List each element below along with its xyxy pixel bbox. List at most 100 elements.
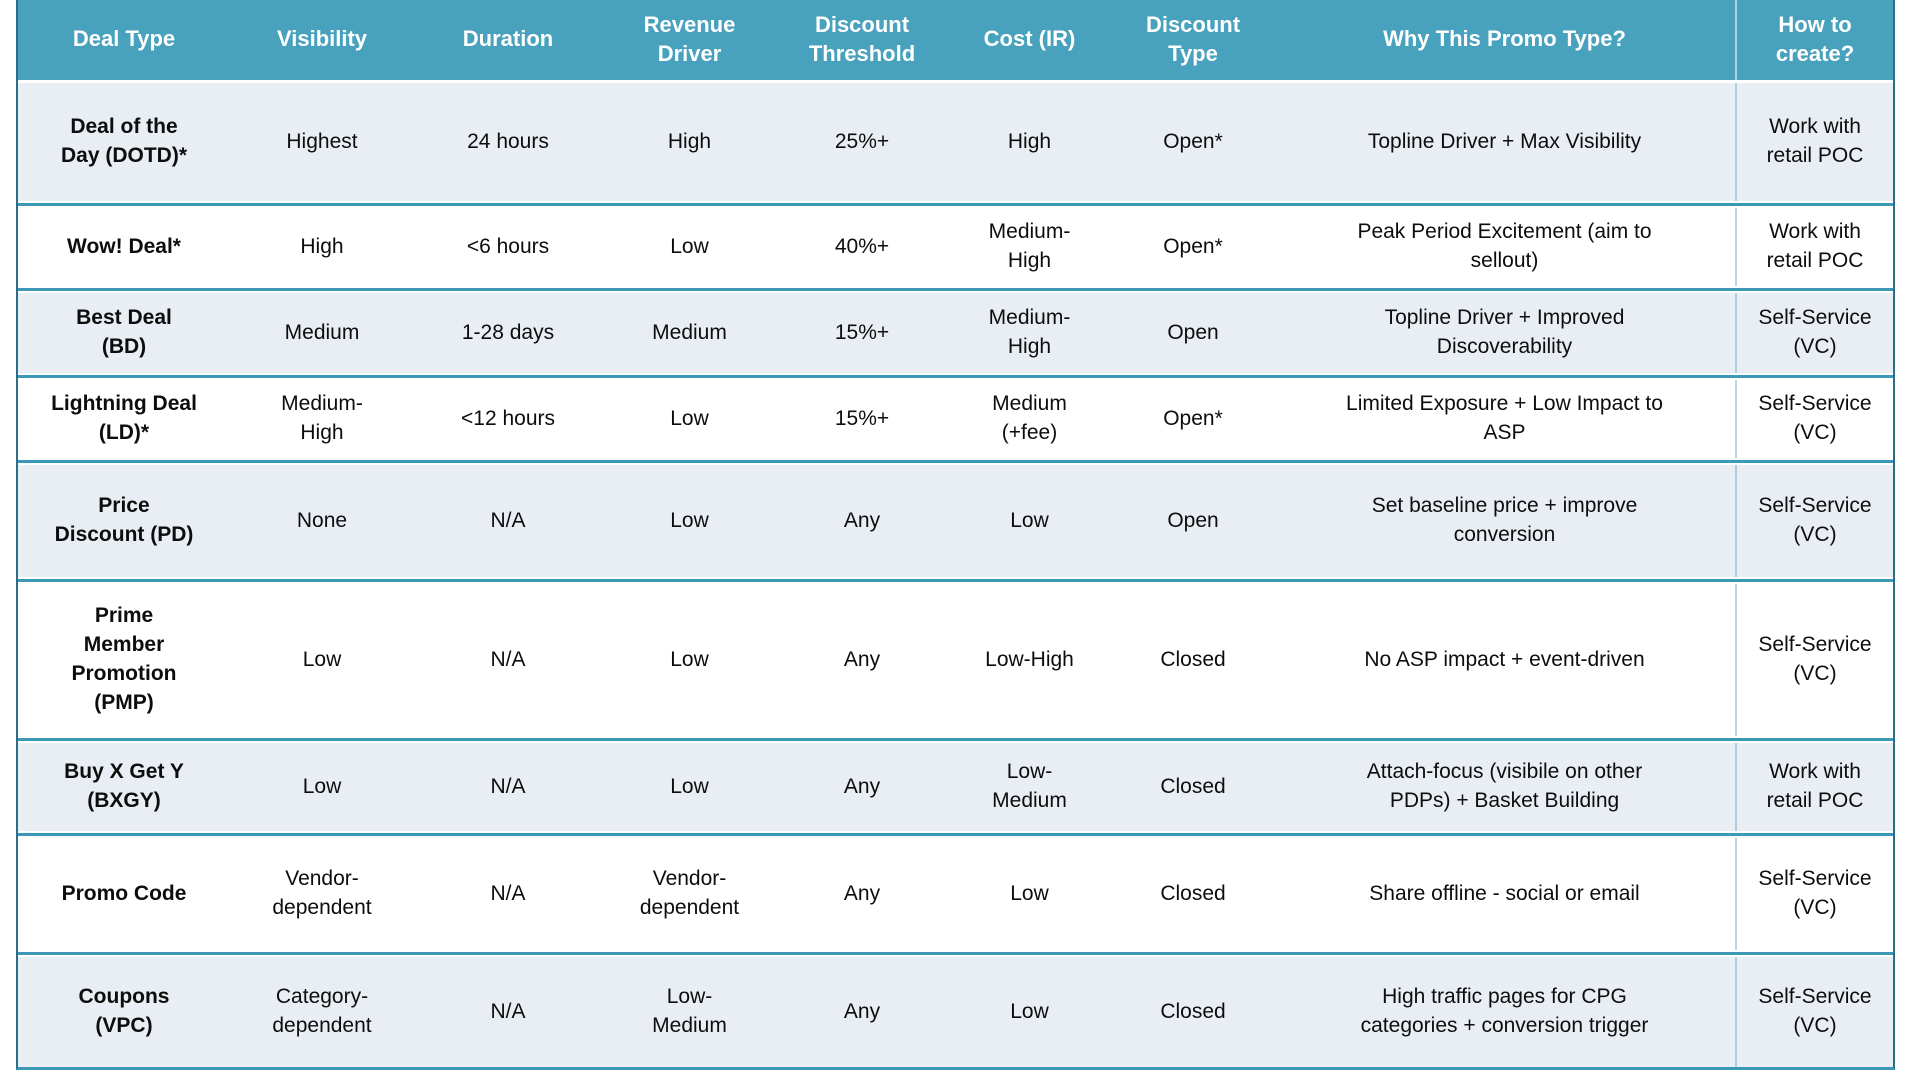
cell-why-this-promo-type: Share offline - social or email xyxy=(1369,881,1640,905)
cell-why-this-promo-type: High traffic pages for CPG categories + … xyxy=(1360,985,1649,1037)
cell-discount-type: Open* xyxy=(1163,234,1223,258)
cell-discount-threshold: 25%+ xyxy=(834,129,890,153)
row-divider xyxy=(18,579,1893,582)
cell-duration: 24 hours xyxy=(467,129,549,153)
cell-visibility: Low xyxy=(302,647,342,671)
cell-revenue-driver: Vendor- dependent xyxy=(639,867,740,919)
cell-duration: N/A xyxy=(490,999,526,1023)
column-header-deal-type: Deal Type xyxy=(72,26,176,52)
cell-how-to-create: Self-Service (VC) xyxy=(1735,293,1893,373)
row-divider xyxy=(18,738,1893,741)
column-header-cost-ir: Cost (IR) xyxy=(983,26,1076,52)
cell-revenue-driver: Low- Medium xyxy=(652,985,727,1037)
cell-duration: N/A xyxy=(490,508,526,532)
cell-revenue-driver: Low xyxy=(670,774,709,798)
row-divider xyxy=(18,952,1893,955)
cell-deal-type: Price Discount (PD) xyxy=(54,494,194,546)
cell-revenue-driver: Low xyxy=(670,647,709,671)
cell-deal-type: Lightning Deal (LD)* xyxy=(51,392,197,444)
table-row: Lightning Deal (LD)* Medium- High <12 ho… xyxy=(18,380,1893,458)
promo-types-table: Deal Type Visibility Duration Revenue Dr… xyxy=(16,0,1895,1070)
cell-discount-type: Closed xyxy=(1160,774,1226,798)
cell-duration: N/A xyxy=(490,647,526,671)
cell-duration: N/A xyxy=(490,774,526,798)
cell-deal-type: Best Deal (BD) xyxy=(76,306,172,358)
cell-visibility: High xyxy=(300,234,344,258)
table-row: Price Discount (PD) None N/A Low Any Low… xyxy=(18,465,1893,577)
cell-discount-threshold: 40%+ xyxy=(834,234,890,258)
table-header-row: Deal Type Visibility Duration Revenue Dr… xyxy=(18,0,1893,80)
cell-visibility: None xyxy=(296,508,348,532)
column-header-why-this-promo-type: Why This Promo Type? xyxy=(1383,26,1626,52)
table-row: Buy X Get Y (BXGY) Low N/A Low Any Low- … xyxy=(18,743,1893,831)
cell-cost-ir: Low xyxy=(1010,881,1049,905)
row-divider xyxy=(18,833,1893,836)
cell-deal-type: Promo Code xyxy=(61,881,187,905)
cell-how-to-create: Self-Service (VC) xyxy=(1735,584,1893,736)
cell-why-this-promo-type: Attach-focus (visibile on other PDPs) + … xyxy=(1366,760,1643,812)
cell-why-this-promo-type: Set baseline price + improve conversion xyxy=(1371,494,1638,546)
column-header-revenue-driver: Revenue Driver xyxy=(643,11,736,66)
table-row: Deal of the Day (DOTD)* Highest 24 hours… xyxy=(18,83,1893,201)
cell-deal-type: Prime Member Promotion (PMP) xyxy=(71,604,177,714)
cell-how-to-create: Self-Service (VC) xyxy=(1735,380,1893,458)
column-header-discount-threshold: Discount Threshold xyxy=(808,11,916,66)
cell-visibility: Medium- High xyxy=(281,392,363,444)
cell-cost-ir: Medium- High xyxy=(988,220,1071,272)
cell-revenue-driver: Low xyxy=(670,234,709,258)
cell-how-to-create: Self-Service (VC) xyxy=(1735,465,1893,577)
cell-duration: <6 hours xyxy=(466,234,550,258)
cell-how-to-create: Work with retail POC xyxy=(1735,83,1893,201)
row-divider xyxy=(18,288,1893,291)
cell-how-to-create: Work with retail POC xyxy=(1735,743,1893,831)
cell-cost-ir: Low-High xyxy=(985,647,1074,671)
cell-visibility: Medium xyxy=(284,320,360,344)
cell-why-this-promo-type: Peak Period Excitement (aim to sellout) xyxy=(1357,220,1652,272)
cell-discount-type: Closed xyxy=(1160,999,1226,1023)
cell-deal-type: Buy X Get Y (BXGY) xyxy=(64,760,184,812)
cell-duration: 1-28 days xyxy=(461,320,555,344)
cell-revenue-driver: Medium xyxy=(652,320,727,344)
cell-discount-type: Closed xyxy=(1160,881,1226,905)
cell-deal-type: Wow! Deal* xyxy=(67,234,181,258)
cell-cost-ir: High xyxy=(1007,129,1052,153)
cell-why-this-promo-type: No ASP impact + event-driven xyxy=(1364,647,1645,671)
column-header-duration: Duration xyxy=(462,26,554,52)
cell-cost-ir: Low xyxy=(1010,999,1049,1023)
row-divider xyxy=(18,375,1893,378)
cell-cost-ir: Medium- High xyxy=(988,306,1071,358)
cell-discount-type: Closed xyxy=(1160,647,1226,671)
cell-discount-threshold: Any xyxy=(843,508,881,532)
cell-discount-threshold: Any xyxy=(843,647,881,671)
cell-discount-type: Open* xyxy=(1163,129,1223,153)
column-header-visibility: Visibility xyxy=(276,26,368,52)
cell-visibility: Category- dependent xyxy=(272,985,372,1037)
cell-deal-type: Coupons (VPC) xyxy=(78,985,170,1037)
cell-discount-threshold: Any xyxy=(843,774,881,798)
row-divider xyxy=(18,203,1893,206)
cell-how-to-create: Self-Service (VC) xyxy=(1735,957,1893,1067)
row-divider xyxy=(18,460,1893,463)
cell-cost-ir: Low- Medium xyxy=(992,760,1067,812)
cell-discount-threshold: Any xyxy=(843,881,881,905)
table-row: Prime Member Promotion (PMP) Low N/A Low… xyxy=(18,584,1893,736)
cell-how-to-create: Self-Service (VC) xyxy=(1735,838,1893,950)
cell-discount-type: Open* xyxy=(1163,406,1223,430)
cell-deal-type: Deal of the Day (DOTD)* xyxy=(60,115,187,167)
table-row: Promo Code Vendor- dependent N/A Vendor-… xyxy=(18,838,1893,950)
cell-discount-type: Open xyxy=(1167,508,1219,532)
cell-discount-type: Open xyxy=(1167,320,1219,344)
cell-discount-threshold: Any xyxy=(843,999,881,1023)
cell-revenue-driver: High xyxy=(667,129,712,153)
cell-why-this-promo-type: Limited Exposure + Low Impact to ASP xyxy=(1346,392,1663,444)
cell-why-this-promo-type: Topline Driver + Max Visibility xyxy=(1367,129,1642,153)
cell-duration: N/A xyxy=(490,881,526,905)
cell-discount-threshold: 15%+ xyxy=(834,406,890,430)
table-row: Coupons (VPC) Category- dependent N/A Lo… xyxy=(18,957,1893,1067)
table-row: Best Deal (BD) Medium 1-28 days Medium 1… xyxy=(18,293,1893,373)
cell-duration: <12 hours xyxy=(461,406,555,430)
table-row: Wow! Deal* High <6 hours Low 40%+ Medium… xyxy=(18,208,1893,286)
cell-how-to-create: Work with retail POC xyxy=(1735,208,1893,286)
table-body: Deal of the Day (DOTD)* Highest 24 hours… xyxy=(18,83,1893,1067)
cell-visibility: Low xyxy=(302,774,342,798)
